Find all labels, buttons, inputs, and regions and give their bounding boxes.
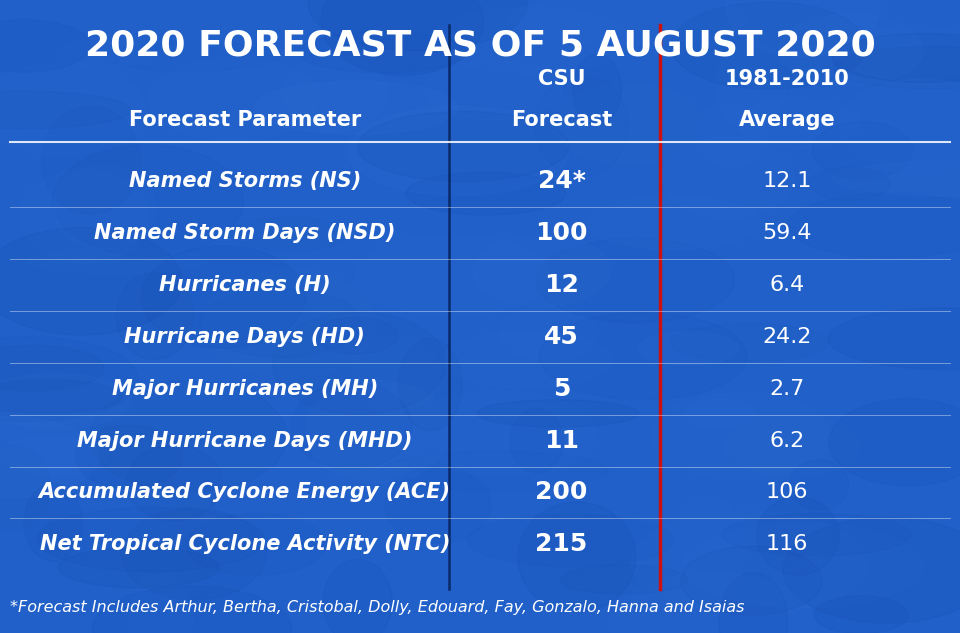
Ellipse shape	[638, 332, 738, 365]
Ellipse shape	[314, 317, 397, 354]
Ellipse shape	[719, 572, 788, 633]
Text: 5: 5	[553, 377, 570, 401]
Text: 11: 11	[544, 429, 579, 453]
Text: 2.7: 2.7	[770, 379, 804, 399]
Text: 116: 116	[766, 534, 808, 555]
Ellipse shape	[662, 137, 794, 218]
Ellipse shape	[560, 565, 687, 594]
Text: Major Hurricane Days (MHD): Major Hurricane Days (MHD)	[77, 430, 413, 451]
Ellipse shape	[841, 26, 960, 80]
Ellipse shape	[756, 497, 839, 575]
Text: 100: 100	[536, 221, 588, 245]
Text: Hurricane Days (HD): Hurricane Days (HD)	[125, 327, 365, 347]
Ellipse shape	[510, 0, 747, 44]
Ellipse shape	[779, 15, 924, 85]
Ellipse shape	[92, 586, 292, 633]
Ellipse shape	[273, 312, 445, 415]
Ellipse shape	[833, 46, 960, 89]
Ellipse shape	[684, 399, 756, 428]
Ellipse shape	[840, 78, 960, 173]
Ellipse shape	[398, 339, 462, 430]
Ellipse shape	[355, 234, 550, 316]
Text: 24*: 24*	[538, 169, 586, 193]
Ellipse shape	[53, 166, 156, 249]
Ellipse shape	[738, 98, 860, 149]
Ellipse shape	[726, 0, 880, 57]
Ellipse shape	[0, 346, 104, 391]
Ellipse shape	[517, 502, 636, 612]
Ellipse shape	[814, 596, 908, 633]
Ellipse shape	[121, 508, 266, 599]
Ellipse shape	[499, 306, 598, 361]
Text: Accumulated Cyclone Energy (ACE): Accumulated Cyclone Energy (ACE)	[38, 482, 451, 503]
Ellipse shape	[425, 60, 563, 120]
Ellipse shape	[832, 161, 960, 197]
Text: 6.4: 6.4	[770, 275, 804, 295]
Ellipse shape	[357, 111, 569, 182]
Ellipse shape	[406, 172, 565, 215]
Ellipse shape	[0, 417, 99, 498]
Ellipse shape	[828, 399, 960, 486]
Text: Named Storm Days (NSD): Named Storm Days (NSD)	[94, 223, 396, 243]
Ellipse shape	[0, 379, 122, 414]
Text: Net Tropical Cyclone Activity (NTC): Net Tropical Cyclone Activity (NTC)	[39, 534, 450, 555]
Ellipse shape	[0, 20, 91, 72]
Ellipse shape	[141, 246, 305, 348]
Ellipse shape	[20, 170, 149, 263]
Text: 2020 FORECAST AS OF 5 AUGUST 2020: 2020 FORECAST AS OF 5 AUGUST 2020	[84, 28, 876, 63]
Ellipse shape	[254, 81, 458, 134]
Text: Forecast: Forecast	[511, 110, 612, 130]
Ellipse shape	[27, 248, 207, 274]
Text: 45: 45	[544, 325, 579, 349]
Text: 215: 215	[536, 532, 588, 556]
Ellipse shape	[90, 381, 287, 492]
Ellipse shape	[671, 2, 867, 89]
Ellipse shape	[0, 228, 182, 335]
Text: 200: 200	[536, 480, 588, 505]
Ellipse shape	[58, 39, 150, 68]
Text: Named Storms (NS): Named Storms (NS)	[129, 171, 361, 191]
Ellipse shape	[828, 308, 960, 370]
Text: Hurricanes (H): Hurricanes (H)	[159, 275, 330, 295]
Ellipse shape	[324, 560, 393, 633]
Ellipse shape	[128, 574, 193, 633]
Ellipse shape	[473, 235, 612, 306]
Ellipse shape	[76, 425, 182, 489]
Ellipse shape	[308, 0, 527, 51]
Ellipse shape	[444, 331, 612, 389]
Text: 24.2: 24.2	[762, 327, 812, 347]
Ellipse shape	[59, 548, 219, 588]
Ellipse shape	[0, 373, 132, 429]
Ellipse shape	[305, 380, 450, 483]
Text: *Forecast Includes Arthur, Bertha, Cristobal, Dolly, Edouard, Fay, Gonzalo, Hann: *Forecast Includes Arthur, Bertha, Crist…	[10, 600, 744, 615]
Ellipse shape	[477, 400, 638, 427]
Ellipse shape	[348, 106, 569, 196]
Text: Major Hurricanes (MH): Major Hurricanes (MH)	[111, 379, 378, 399]
Ellipse shape	[322, 0, 484, 75]
Text: 12: 12	[544, 273, 579, 297]
Ellipse shape	[149, 58, 319, 141]
Text: 59.4: 59.4	[762, 223, 812, 243]
Ellipse shape	[588, 196, 760, 249]
Ellipse shape	[116, 272, 194, 360]
Ellipse shape	[684, 523, 924, 608]
Text: Forecast Parameter: Forecast Parameter	[129, 110, 361, 130]
Text: Average: Average	[739, 110, 835, 130]
Ellipse shape	[572, 54, 621, 125]
Text: 12.1: 12.1	[762, 171, 812, 191]
Ellipse shape	[782, 518, 960, 623]
Ellipse shape	[681, 546, 822, 615]
Ellipse shape	[0, 91, 131, 129]
Ellipse shape	[832, 34, 960, 82]
Ellipse shape	[24, 484, 83, 561]
Text: 106: 106	[766, 482, 808, 503]
Text: CSU: CSU	[538, 69, 586, 89]
Text: 6.2: 6.2	[770, 430, 804, 451]
Text: 1981-2010: 1981-2010	[725, 69, 850, 89]
Ellipse shape	[716, 39, 785, 129]
